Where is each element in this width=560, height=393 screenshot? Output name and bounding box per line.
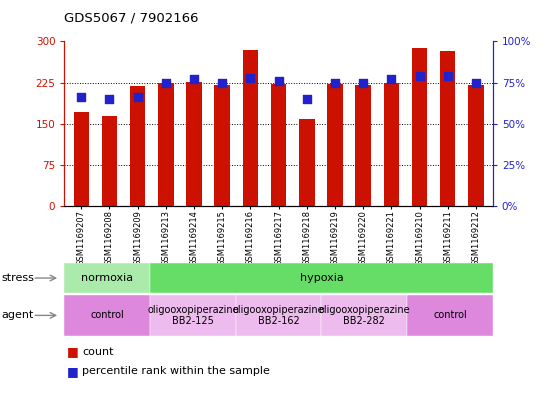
Bar [299,119,315,206]
Text: agent: agent [2,310,34,320]
Text: control: control [90,310,124,320]
Bar [321,295,407,336]
Point [77,94,86,101]
Text: ■: ■ [67,365,79,378]
Point [161,79,170,86]
Text: GDS5067 / 7902166: GDS5067 / 7902166 [64,12,199,25]
Point [218,79,227,86]
Bar [214,85,230,206]
Point [133,94,142,101]
Text: oligooxopiperazine
BB2-282: oligooxopiperazine BB2-282 [319,305,410,326]
Bar [158,83,174,206]
Point [302,96,311,102]
Point [472,79,480,86]
Point [415,73,424,79]
Text: hypoxia: hypoxia [300,273,343,283]
Point [358,79,367,86]
Bar [407,295,493,336]
Point [443,73,452,79]
Bar [150,263,493,293]
Point [274,78,283,84]
Text: count: count [82,347,114,357]
Bar [356,85,371,206]
Bar [412,48,427,206]
Bar [468,85,484,206]
Bar [384,83,399,206]
Point [190,76,199,83]
Text: control: control [433,310,467,320]
Bar [102,116,117,206]
Bar [150,295,236,336]
Bar [440,51,455,206]
Text: percentile rank within the sample: percentile rank within the sample [82,366,270,376]
Bar [242,50,258,206]
Point [330,79,339,86]
Bar [327,84,343,206]
Bar [73,112,89,206]
Text: normoxia: normoxia [81,273,133,283]
Bar [130,86,146,206]
Text: ■: ■ [67,345,79,358]
Text: oligooxopiperazine
BB2-162: oligooxopiperazine BB2-162 [233,305,324,326]
Text: oligooxopiperazine
BB2-125: oligooxopiperazine BB2-125 [147,305,239,326]
Point [246,74,255,81]
Point [105,96,114,102]
Bar [64,295,150,336]
Bar [271,84,286,206]
Bar [236,295,321,336]
Bar [186,82,202,206]
Point [387,76,396,83]
Text: stress: stress [2,273,35,283]
Bar [64,263,150,293]
